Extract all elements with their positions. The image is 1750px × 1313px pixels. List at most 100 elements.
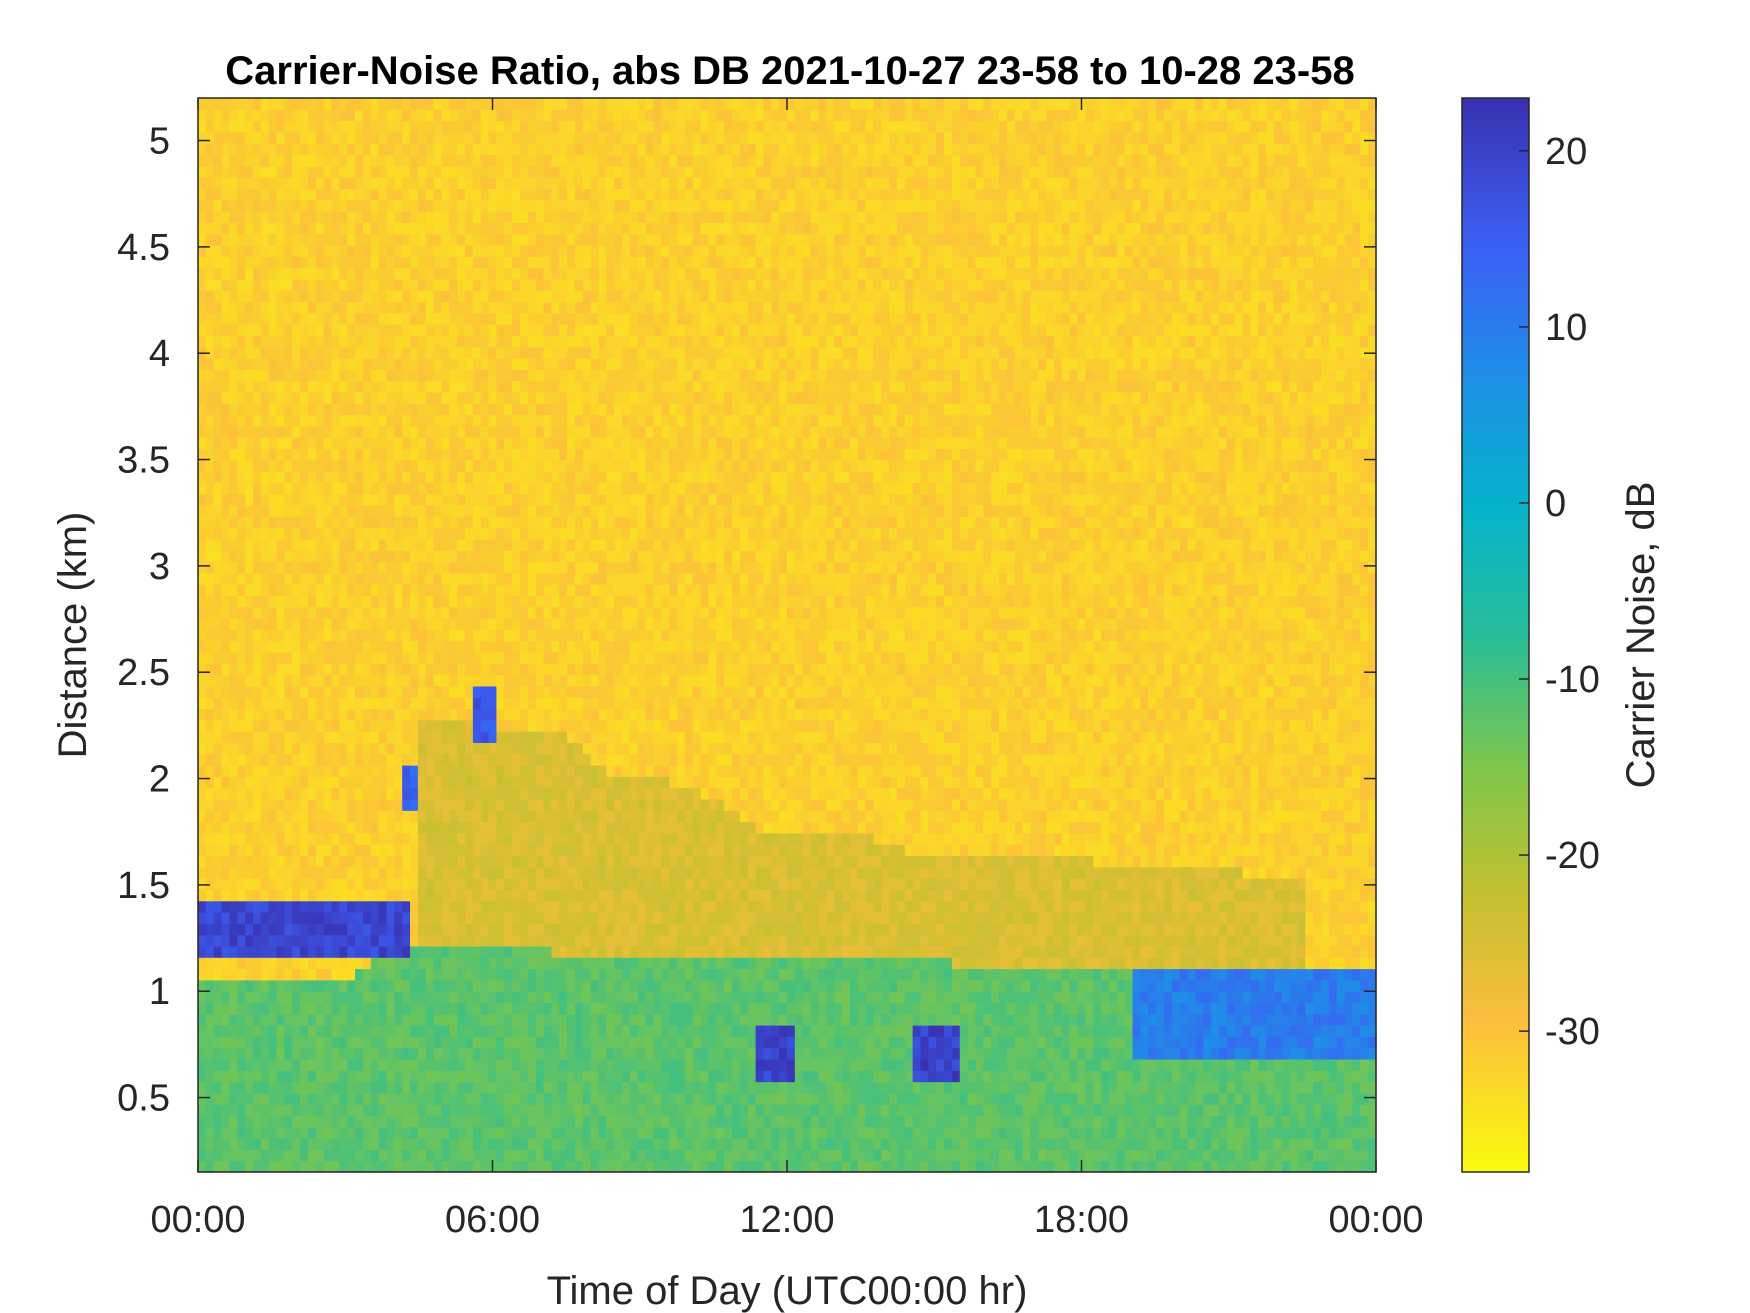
heatmap-cell xyxy=(599,562,607,574)
heatmap-cell xyxy=(434,889,442,901)
heatmap-cell xyxy=(316,132,324,144)
heatmap-cell xyxy=(355,234,363,246)
heatmap-cell xyxy=(544,301,552,313)
heatmap-cell xyxy=(292,562,300,574)
heatmap-cell xyxy=(198,844,206,856)
heatmap-cell xyxy=(591,935,599,947)
heatmap-cell xyxy=(386,1014,394,1026)
heatmap-cell xyxy=(410,969,418,981)
heatmap-cell xyxy=(277,1104,285,1116)
heatmap-cell xyxy=(599,460,607,472)
heatmap-cell xyxy=(441,268,449,280)
heatmap-cell xyxy=(441,347,449,359)
heatmap-cell xyxy=(410,788,418,800)
heatmap-cell xyxy=(332,1104,340,1116)
heatmap-cell xyxy=(332,166,340,178)
heatmap-cell xyxy=(544,245,552,257)
heatmap-cell xyxy=(324,822,332,834)
heatmap-cell xyxy=(606,629,614,641)
heatmap-cell xyxy=(402,1002,410,1014)
heatmap-cell xyxy=(575,155,583,167)
heatmap-cell xyxy=(481,494,489,506)
heatmap-cell xyxy=(473,1002,481,1014)
heatmap-cell xyxy=(324,1149,332,1161)
heatmap-cell xyxy=(300,957,308,969)
heatmap-cell xyxy=(559,143,567,155)
heatmap-cell xyxy=(606,550,614,562)
heatmap-cell xyxy=(583,132,591,144)
heatmap-cell xyxy=(284,358,292,370)
heatmap-cell xyxy=(559,969,567,981)
heatmap-cell xyxy=(394,923,402,935)
heatmap-cell xyxy=(222,494,230,506)
heatmap-cell xyxy=(473,844,481,856)
heatmap-cell xyxy=(269,1104,277,1116)
heatmap-cell xyxy=(245,211,253,223)
heatmap-cell xyxy=(261,528,269,540)
heatmap-cell xyxy=(567,629,575,641)
heatmap-cell xyxy=(528,663,536,675)
heatmap-cell xyxy=(457,539,465,551)
heatmap-cell xyxy=(386,969,394,981)
heatmap-cell xyxy=(567,833,575,845)
heatmap-cell xyxy=(591,143,599,155)
heatmap-cell xyxy=(441,686,449,698)
heatmap-cell xyxy=(214,652,222,664)
heatmap-cell xyxy=(504,889,512,901)
heatmap-cell xyxy=(402,618,410,630)
heatmap-cell xyxy=(402,957,410,969)
heatmap-cell xyxy=(237,121,245,133)
heatmap-cell xyxy=(457,188,465,200)
heatmap-cell xyxy=(253,946,261,958)
heatmap-cell xyxy=(355,1161,363,1173)
heatmap-cell xyxy=(457,358,465,370)
heatmap-cell xyxy=(457,618,465,630)
heatmap-cell xyxy=(339,132,347,144)
heatmap-cell xyxy=(591,1104,599,1116)
heatmap-cell xyxy=(567,708,575,720)
heatmap-cell xyxy=(449,697,457,709)
heatmap-cell xyxy=(402,528,410,540)
heatmap-cell xyxy=(410,618,418,630)
heatmap-cell xyxy=(496,686,504,698)
heatmap-cell xyxy=(379,437,387,449)
heatmap-cell xyxy=(253,1025,261,1037)
heatmap-cell xyxy=(379,708,387,720)
heatmap-cell xyxy=(410,245,418,257)
heatmap-cell xyxy=(277,415,285,427)
heatmap-cell xyxy=(379,652,387,664)
heatmap-cell xyxy=(394,460,402,472)
heatmap-cell xyxy=(339,1149,347,1161)
heatmap-cell xyxy=(606,731,614,743)
heatmap-cell xyxy=(559,1048,567,1060)
heatmap-cell xyxy=(214,460,222,472)
heatmap-cell xyxy=(386,471,394,483)
heatmap-cell xyxy=(528,437,536,449)
heatmap-cell xyxy=(473,822,481,834)
heatmap-cell xyxy=(316,991,324,1003)
heatmap-cell xyxy=(520,505,528,517)
heatmap-cell xyxy=(347,177,355,189)
heatmap-cell xyxy=(441,415,449,427)
heatmap-cell xyxy=(606,1002,614,1014)
heatmap-cell xyxy=(339,426,347,438)
heatmap-cell xyxy=(277,957,285,969)
heatmap-cell xyxy=(583,675,591,687)
heatmap-cell xyxy=(434,1149,442,1161)
heatmap-cell xyxy=(481,426,489,438)
heatmap-cell xyxy=(245,347,253,359)
heatmap-cell xyxy=(473,1025,481,1037)
heatmap-cell xyxy=(489,697,497,709)
heatmap-cell xyxy=(214,1115,222,1127)
heatmap-cell xyxy=(237,471,245,483)
heatmap-cell xyxy=(591,1138,599,1150)
heatmap-cell xyxy=(473,98,481,110)
heatmap-cell xyxy=(599,901,607,913)
heatmap-cell xyxy=(379,1025,387,1037)
heatmap-cell xyxy=(261,290,269,302)
heatmap-cell xyxy=(551,1115,559,1127)
heatmap-cell xyxy=(591,132,599,144)
heatmap-cell xyxy=(426,912,434,924)
heatmap-cell xyxy=(284,1127,292,1139)
heatmap-cell xyxy=(441,200,449,212)
